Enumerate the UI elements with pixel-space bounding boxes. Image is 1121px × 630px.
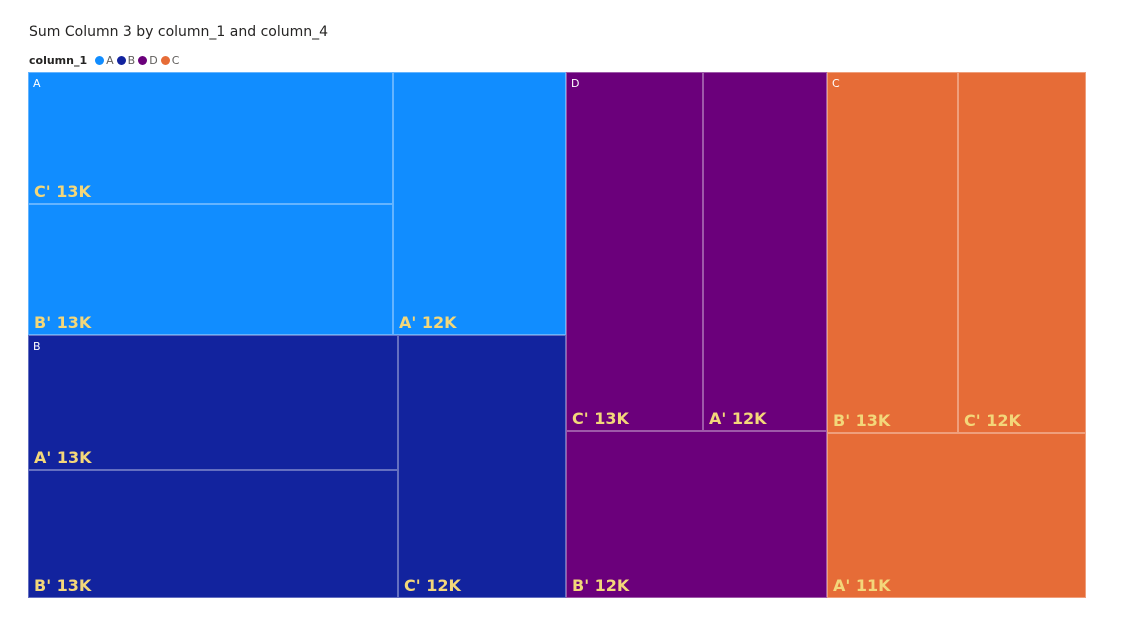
treemap-cell[interactable]: A' 13K (28, 335, 398, 470)
legend-label: C (171, 53, 180, 67)
treemap-cell[interactable]: A' 11K (827, 433, 1086, 598)
chart-title: Sum Column 3 by column_1 and column_4 (29, 24, 329, 40)
legend-title: column_1 (29, 53, 88, 67)
legend-label: A (106, 53, 114, 67)
treemap-cell[interactable]: A' 12K (703, 72, 827, 431)
treemap-cell[interactable]: B' 13K (827, 72, 958, 433)
legend-dot-icon (116, 55, 126, 65)
data-label: B' 13K (34, 313, 92, 332)
treemap-cell[interactable]: C' 12K (398, 335, 566, 598)
data-label: A' 12K (399, 313, 457, 332)
legend-dot-icon (160, 55, 170, 65)
legend-dot-icon (138, 55, 148, 65)
treemap-cell[interactable]: C' 13K (566, 72, 703, 431)
legend-item-a[interactable]: A (95, 54, 114, 67)
data-label: C' 13K (34, 182, 91, 201)
treemap-cell[interactable]: C' 12K (958, 72, 1086, 433)
legend-label: B (127, 53, 136, 67)
legend-item-b[interactable]: B (116, 53, 136, 67)
data-label: A' 12K (709, 409, 767, 428)
legend-label: D (149, 53, 158, 67)
data-label: B' 12K (572, 576, 630, 595)
data-label: A' 13K (34, 448, 92, 467)
treemap-cell[interactable]: C' 13K (28, 72, 393, 204)
legend-item-c[interactable]: C (160, 53, 180, 67)
treemap-cell[interactable]: B' 12K (566, 431, 827, 598)
treemap-cell[interactable]: A' 12K (393, 72, 566, 335)
legend-item-d[interactable]: D (138, 53, 158, 67)
legend: column_1 A B D C (29, 53, 182, 67)
data-label: C' 13K (572, 409, 629, 428)
data-label: C' 12K (964, 411, 1021, 430)
treemap-cell[interactable]: B' 13K (28, 204, 393, 335)
legend-dot-icon (95, 55, 105, 65)
data-label: B' 13K (34, 576, 92, 595)
treemap-plot-area: C' 13K B' 13K A' 12K A A' 13K B' 13K C' 12K B C'… (28, 72, 1086, 598)
data-label: C' 12K (404, 576, 461, 595)
data-label: B' 13K (833, 411, 891, 430)
data-label: A' 11K (833, 576, 891, 595)
treemap-cell[interactable]: B' 13K (28, 470, 398, 598)
